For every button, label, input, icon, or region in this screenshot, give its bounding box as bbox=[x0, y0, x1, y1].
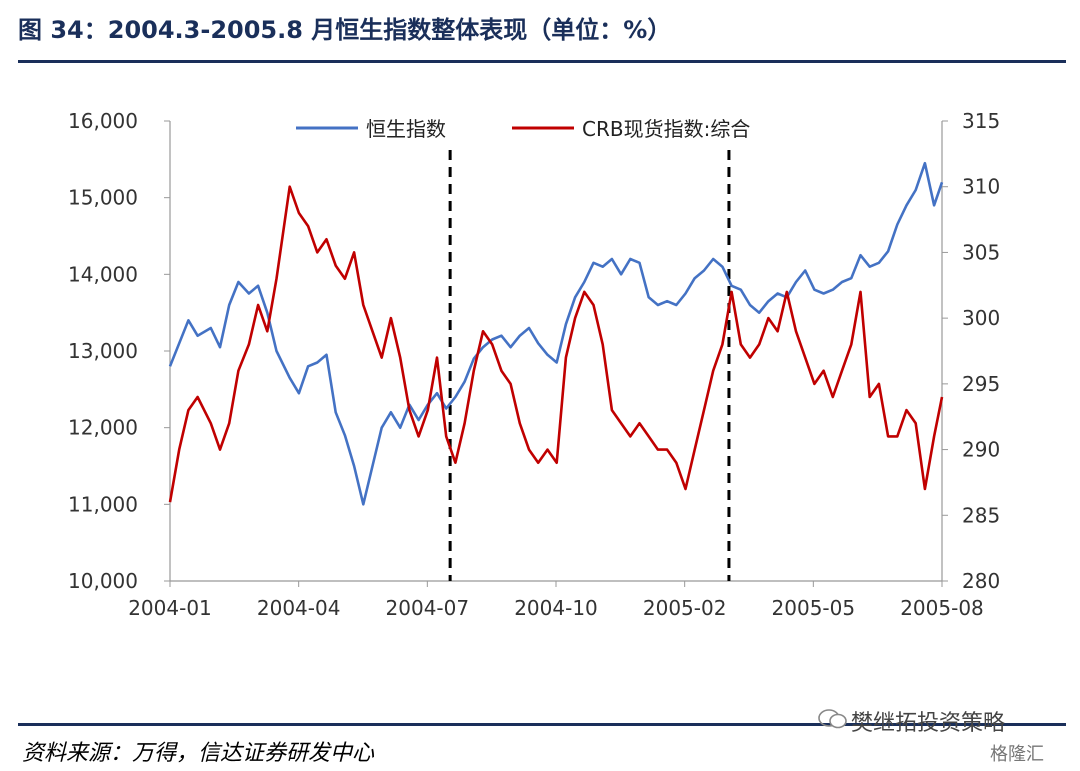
wechat-icon bbox=[818, 709, 847, 729]
right-tick-label: 290 bbox=[962, 438, 1000, 462]
legend-item-crb-label: CRB现货指数:综合 bbox=[582, 117, 750, 141]
right-tick-label: 295 bbox=[962, 372, 1000, 396]
title-rule bbox=[18, 60, 1066, 63]
x-tick-label: 2004-01 bbox=[128, 596, 212, 620]
watermark-text: 樊继拓投资策略 bbox=[851, 711, 1006, 736]
left-tick-label: 15,000 bbox=[68, 186, 138, 210]
figure-title: 图 34：2004.3-2005.8 月恒生指数整体表现（单位：%） bbox=[18, 16, 672, 44]
x-tick-label: 2005-08 bbox=[900, 596, 984, 620]
x-tick-label: 2004-04 bbox=[257, 596, 341, 620]
left-tick-label: 16,000 bbox=[68, 109, 138, 133]
x-tick-label: 2005-05 bbox=[772, 596, 856, 620]
footer-rule bbox=[18, 723, 1066, 726]
left-tick-label: 10,000 bbox=[68, 569, 138, 593]
left-tick-label: 11,000 bbox=[68, 492, 138, 516]
x-tick-label: 2004-07 bbox=[386, 596, 470, 620]
watermark-logo: 格隆汇 bbox=[990, 744, 1044, 765]
right-tick-label: 315 bbox=[962, 109, 1000, 133]
series-line-crb bbox=[168, 185, 944, 503]
right-tick-label: 305 bbox=[962, 240, 1000, 264]
right-tick-label: 280 bbox=[962, 569, 1000, 593]
right-tick-label: 300 bbox=[962, 306, 1000, 330]
left-tick-label: 12,000 bbox=[68, 416, 138, 440]
source-note: 资料来源：万得，信达证券研发中心 bbox=[22, 741, 375, 766]
right-tick-label: 310 bbox=[962, 175, 1000, 199]
left-tick-label: 13,000 bbox=[68, 339, 138, 363]
legend-item-hsi-label: 恒生指数 bbox=[366, 117, 446, 141]
series-line-hsi bbox=[168, 161, 944, 506]
left-tick-label: 14,000 bbox=[68, 262, 138, 286]
x-tick-label: 2005-02 bbox=[643, 596, 727, 620]
right-tick-label: 285 bbox=[962, 503, 1000, 527]
x-tick-label: 2004-10 bbox=[514, 596, 598, 620]
watermark-account: 樊继拓投资策略 bbox=[815, 705, 1005, 737]
